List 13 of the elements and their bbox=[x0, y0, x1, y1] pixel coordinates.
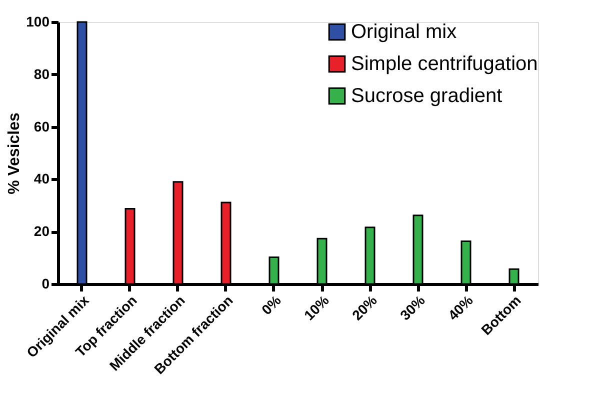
x-tick-label: 0% bbox=[258, 292, 284, 318]
x-tick-label: 40% bbox=[444, 292, 476, 324]
y-tick-label: 40 bbox=[34, 170, 50, 187]
legend-label: Simple centrifugation bbox=[351, 53, 538, 75]
y-tick-label: 0 bbox=[42, 276, 50, 292]
legend-label: Sucrose gradient bbox=[351, 85, 503, 107]
x-tick-label: 30% bbox=[396, 292, 428, 324]
y-tick-label: 80 bbox=[34, 66, 50, 82]
y-axis-title: % Vesicles bbox=[6, 112, 24, 194]
y-tick-label: 60 bbox=[34, 118, 50, 134]
legend-label: Original mix bbox=[351, 21, 457, 43]
y-tick-label: 100 bbox=[26, 14, 50, 30]
y-tick-label: 20 bbox=[34, 223, 50, 240]
